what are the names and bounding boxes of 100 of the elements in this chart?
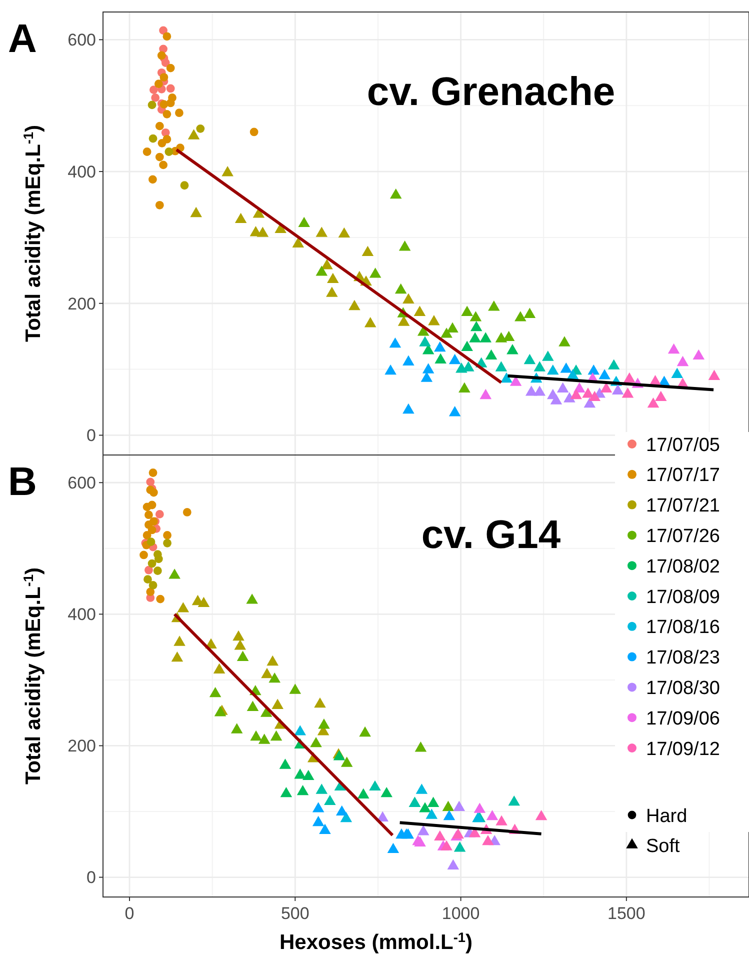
text: A [8,17,37,61]
x-tick-label: 1000 [442,904,480,923]
point [164,148,174,156]
point [160,73,168,82]
point [336,805,348,816]
point [161,58,170,67]
point [148,559,156,568]
point [154,80,163,88]
annotation: Hard [646,806,688,827]
point [676,356,689,366]
point [535,810,548,820]
y-tick-label: 200 [68,736,96,756]
point [321,259,333,270]
point [230,723,243,734]
point [294,725,306,736]
point [588,364,600,375]
point [359,726,371,737]
point [142,148,152,156]
x-tick-label: 0 [124,904,134,923]
point [294,768,306,779]
point [296,784,309,796]
point [668,343,680,354]
point [196,124,205,133]
point [156,594,165,604]
point [390,188,402,199]
point [612,384,624,394]
point [398,316,410,326]
point [316,266,328,276]
legend-label: 17/07/21 [646,496,720,517]
point [454,842,466,852]
point [608,359,620,370]
point [470,311,482,322]
point [182,508,192,516]
point [469,332,481,342]
point [468,827,481,838]
point [155,152,164,162]
point [153,566,162,575]
point [458,382,470,392]
point [369,780,381,791]
point [319,824,331,834]
point [190,206,202,218]
point [692,349,705,360]
point [506,344,518,354]
point [524,354,536,364]
point [428,315,440,326]
point [708,370,720,380]
y-tick-label: 600 [68,30,96,50]
point [140,550,148,560]
point [222,166,234,176]
point [144,510,153,520]
point [440,328,452,338]
point [480,388,492,400]
point [380,786,392,798]
point [461,306,473,316]
point [318,718,330,729]
point [556,382,569,392]
point [180,181,189,190]
point [155,200,164,210]
point [514,311,526,322]
point [387,842,400,854]
point [158,138,166,148]
legend-label: 17/08/30 [646,678,720,700]
point [654,390,667,402]
y-tick-label: 400 [68,162,96,182]
y-tick-label: 0 [86,426,96,446]
point [542,350,554,361]
point [302,770,314,780]
point [148,134,158,143]
point [558,336,570,346]
point [546,364,559,375]
point [624,372,636,383]
legend-label: 17/09/12 [646,738,720,760]
point [148,468,158,477]
text: cv. Grenache [366,70,616,114]
point [364,317,376,328]
point [417,825,430,836]
point [588,390,601,402]
point [442,800,454,811]
point [600,382,612,392]
point [496,815,508,826]
point [312,816,324,826]
point [446,322,458,332]
point [348,300,360,310]
point [148,175,157,184]
point [448,406,461,416]
point [174,108,184,118]
legend-label: 17/08/16 [646,617,720,638]
point [414,306,426,316]
point [416,784,428,794]
point [246,700,259,711]
point [174,636,186,646]
point [162,32,172,41]
legend-label: 17/08/23 [646,648,720,669]
x-tick-label: 500 [280,904,310,923]
point [448,354,461,364]
point [166,98,175,108]
y-tick-label: 400 [68,605,96,624]
point [188,129,200,140]
point [500,372,512,383]
point [148,500,156,510]
